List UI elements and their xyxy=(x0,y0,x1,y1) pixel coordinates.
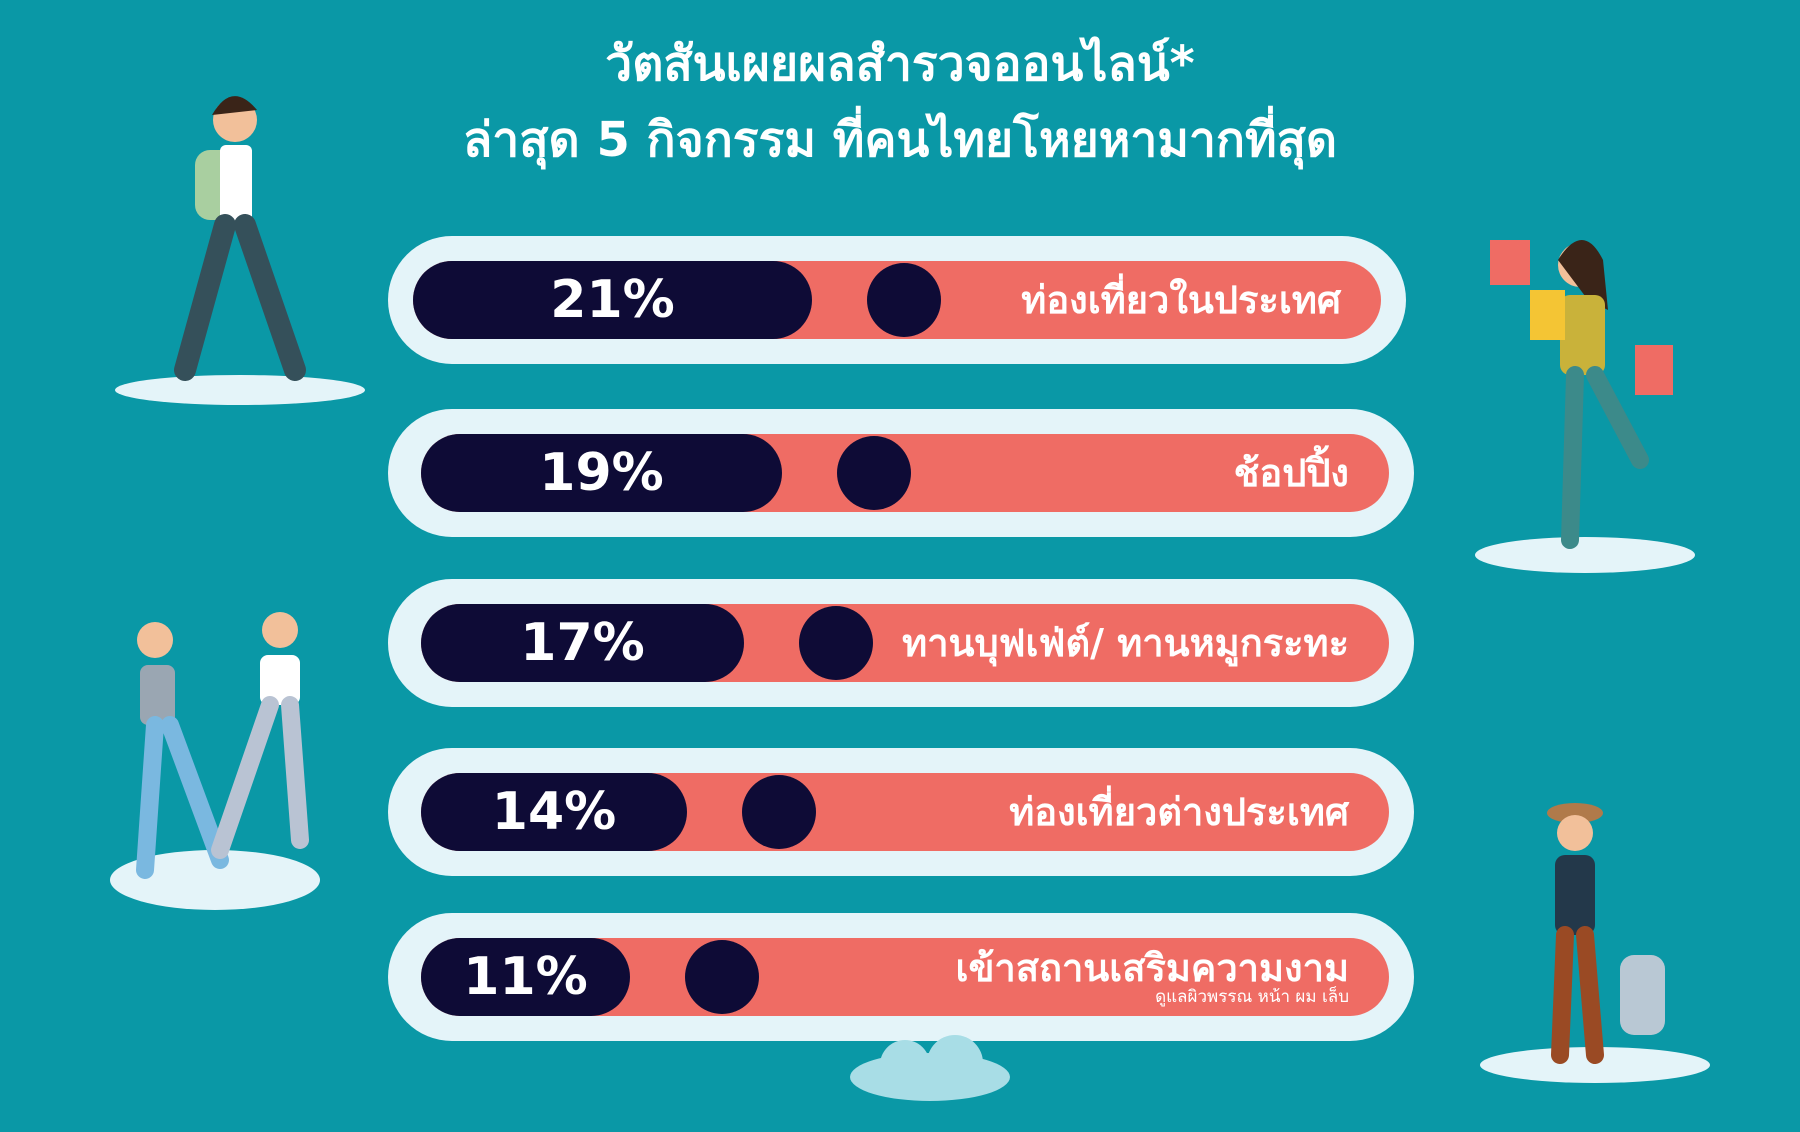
bar-track: 21% ท่องเที่ยวในประเทศ xyxy=(413,261,1381,339)
chart-title-line2: ล่าสุด 5 กิจกรรม ที่คนไทยโหยหามากที่สุด xyxy=(462,112,1338,168)
bar-fill: 21% xyxy=(413,261,812,339)
category-label-group: ท่องเที่ยวในประเทศ xyxy=(1021,261,1341,339)
value-label: 21% xyxy=(550,270,675,330)
category-label: ทานบุฟเฟ่ต์/ ทานหมูกระทะ xyxy=(902,621,1349,665)
bar-track: 17% ทานบุฟเฟ่ต์/ ทานหมูกระทะ xyxy=(421,604,1389,682)
category-label-group: ทานบุฟเฟ่ต์/ ทานหมูกระทะ xyxy=(902,604,1349,682)
traveler-illustration xyxy=(1480,803,1710,1083)
bar-row: 11% เข้าสถานเสริมความงาม ดูแลผิวพรรณ หน้า … xyxy=(388,913,1414,1041)
value-label: 19% xyxy=(539,443,664,503)
category-label-group: ท่องเที่ยวต่างประเทศ xyxy=(1009,773,1349,851)
bar-track: 19% ช้อปปิ้ง xyxy=(421,434,1389,512)
bar-fill: 19% xyxy=(421,434,782,512)
category-label: ท่องเที่ยวต่างประเทศ xyxy=(1009,790,1349,834)
category-label: เข้าสถานเสริมความงาม xyxy=(955,945,1349,990)
bar-marker-dot xyxy=(867,263,941,337)
value-label: 17% xyxy=(520,613,645,673)
dancing-couple-illustration xyxy=(110,612,320,910)
category-label: ช้อปปิ้ง xyxy=(1233,451,1349,495)
bar-row: 17% ทานบุฟเฟ่ต์/ ทานหมูกระทะ xyxy=(388,579,1414,707)
shopper-illustration xyxy=(1475,240,1695,573)
bar-row: 21% ท่องเที่ยวในประเทศ xyxy=(388,236,1406,364)
bar-fill: 14% xyxy=(421,773,687,851)
category-sublabel: ดูแลผิวพรรณ หน้า ผม เล็บ xyxy=(1155,986,1349,1007)
bar-track: 14% ท่องเที่ยวต่างประเทศ xyxy=(421,773,1389,851)
bar-track: 11% เข้าสถานเสริมความงาม ดูแลผิวพรรณ หน้า … xyxy=(421,938,1389,1016)
bar-row: 14% ท่องเที่ยวต่างประเทศ xyxy=(388,748,1414,876)
bar-marker-dot xyxy=(799,606,873,680)
bar-marker-dot xyxy=(742,775,816,849)
category-label-group: ช้อปปิ้ง xyxy=(1234,434,1349,512)
bar-marker-dot xyxy=(837,436,911,510)
value-label: 11% xyxy=(463,947,588,1007)
bar-fill: 17% xyxy=(421,604,744,682)
bar-fill: 11% xyxy=(421,938,630,1016)
value-label: 14% xyxy=(491,782,617,842)
category-label: ท่องเที่ยวในประเทศ xyxy=(1021,278,1341,322)
chart-title-line1: วัตสันเผยผลสำรวจออนไลน์* xyxy=(605,36,1195,92)
bar-marker-dot xyxy=(685,940,759,1014)
category-label-group: เข้าสถานเสริมความงาม ดูแลผิวพรรณ หน้า ผม … xyxy=(955,938,1349,1016)
backpacker-illustration xyxy=(115,96,365,405)
bar-row: 19% ช้อปปิ้ง xyxy=(388,409,1414,537)
cloud-illustration xyxy=(850,1035,1010,1101)
